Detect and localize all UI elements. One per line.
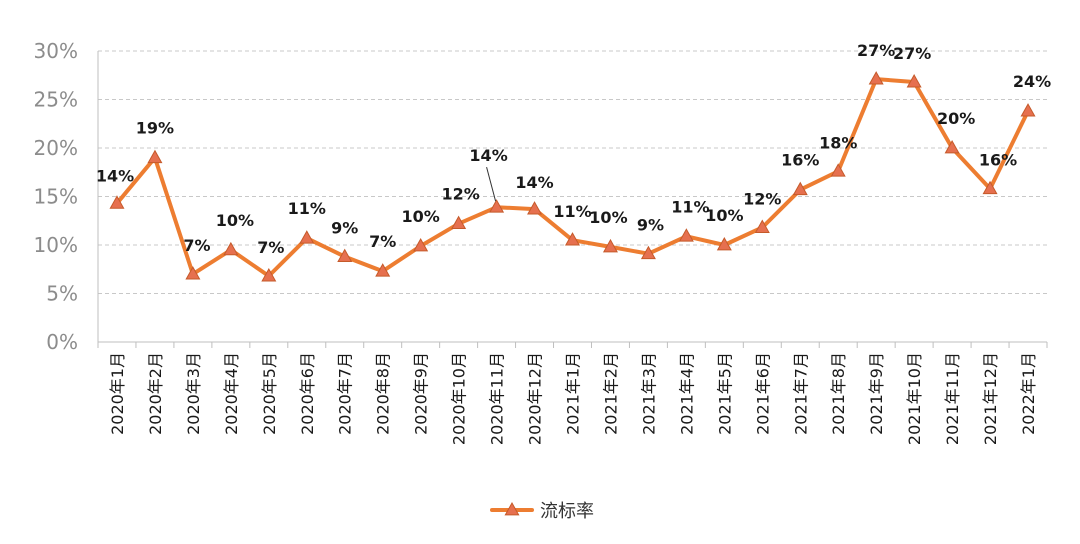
- legend-marker: [504, 501, 520, 516]
- data-label: 12%: [441, 185, 479, 204]
- data-point: [337, 248, 353, 263]
- x-tick-label: 2021年3月: [639, 352, 658, 435]
- data-label: 12%: [743, 190, 781, 209]
- data-point: [375, 263, 391, 277]
- data-label: 24%: [1013, 72, 1051, 91]
- data-point: [451, 215, 467, 230]
- data-point: [261, 268, 277, 282]
- data-label: 11%: [671, 197, 709, 216]
- x-tick-label: 2020年6月: [298, 352, 317, 435]
- data-label: 16%: [781, 151, 819, 170]
- data-label: 27%: [857, 41, 895, 60]
- data-point: [716, 236, 732, 251]
- x-tick-label: 2020年9月: [412, 352, 431, 435]
- data-point: [223, 241, 239, 256]
- x-tick-label: 2020年5月: [260, 352, 279, 435]
- x-tick-label: 2021年6月: [753, 352, 772, 435]
- x-tick-label: 2021年4月: [677, 352, 696, 435]
- y-tick-label: 25%: [34, 88, 78, 112]
- data-label: 10%: [705, 206, 743, 225]
- x-tick-label: 2021年5月: [715, 352, 734, 435]
- data-label-layer: 14%19%7%10%7%11%9%7%10%12%14%14%11%10% 9%…: [96, 41, 1051, 257]
- data-label: 10%: [402, 207, 440, 226]
- data-label: 7%: [257, 238, 284, 257]
- data-point: [489, 199, 505, 213]
- data-point: [527, 201, 543, 215]
- x-tick-label: 2021年9月: [867, 352, 886, 435]
- x-tick-label: 2021年12月: [981, 352, 1000, 445]
- data-point: [564, 232, 581, 246]
- x-tick-label: 2020年1月: [108, 352, 127, 435]
- data-label: 14%: [469, 146, 507, 165]
- x-tick-label: 2020年10月: [450, 352, 469, 445]
- data-label: 27%: [893, 44, 931, 63]
- data-point: [830, 163, 846, 177]
- y-tick-label: 15%: [34, 185, 78, 209]
- x-tick-label: 2021年2月: [601, 352, 620, 435]
- y-tick-label: 0%: [46, 330, 78, 354]
- data-point: [147, 149, 163, 164]
- x-tick-label: 2020年4月: [222, 352, 241, 435]
- data-point: [944, 139, 960, 154]
- data-point: [602, 238, 618, 253]
- data-label: 18%: [819, 133, 857, 152]
- series-layer: [109, 71, 1036, 282]
- data-label: 19%: [136, 119, 174, 138]
- x-tick-label: 2021年1月: [564, 352, 583, 435]
- data-label: 11%: [553, 202, 591, 221]
- data-label: 9%: [637, 216, 664, 235]
- data-point: [299, 230, 315, 244]
- data-point: [754, 219, 770, 233]
- x-tick-label: 2020年12月: [526, 352, 545, 445]
- data-label: 7%: [183, 236, 210, 255]
- data-label: 10%: [589, 208, 627, 227]
- y-tick-label: 10%: [34, 233, 78, 257]
- legend: 流标率: [490, 501, 594, 522]
- x-tick-label: 2022年1月: [1019, 352, 1038, 435]
- x-tick-label: 2021年10月: [905, 352, 924, 445]
- data-label: 9%: [331, 219, 358, 238]
- y-tick-label: 30%: [34, 39, 78, 63]
- data-label: 16%: [979, 151, 1017, 170]
- series-line-流标率: [115, 77, 1030, 278]
- data-label: 14%: [96, 166, 134, 185]
- x-tick-label: 2020年7月: [336, 352, 355, 435]
- data-point: [792, 181, 808, 196]
- data-point: [413, 237, 429, 252]
- x-tick-label: 2021年7月: [791, 352, 810, 435]
- data-label: 7%: [369, 232, 396, 251]
- data-point: [678, 228, 694, 242]
- x-tick-label: 2020年11月: [488, 352, 507, 445]
- x-tick-label: 2021年8月: [829, 352, 848, 435]
- data-label: 20%: [937, 109, 975, 128]
- x-tick-label: 2021年11月: [943, 352, 962, 445]
- data-point: [640, 245, 656, 260]
- axis-layer: 0% 5% 10% 15% 20% 25% 30% 2020年1月 2020年2月 2020年3月…: [34, 39, 1048, 445]
- legend-label: 流标率: [540, 501, 594, 522]
- data-point: [1020, 103, 1036, 117]
- data-point: [982, 180, 998, 195]
- data-point: [868, 71, 884, 85]
- data-label: 10%: [216, 211, 254, 230]
- data-label: 11%: [288, 199, 326, 218]
- data-point: [906, 74, 922, 88]
- label-leader-line: [486, 167, 497, 202]
- data-label: 14%: [515, 173, 553, 192]
- x-tick-label: 2020年8月: [374, 352, 393, 435]
- data-point: [185, 266, 201, 280]
- data-point: [109, 195, 125, 209]
- x-tick-label: 2020年3月: [184, 352, 203, 435]
- x-tick-label: 2020年2月: [146, 352, 165, 435]
- y-tick-label: 20%: [34, 136, 78, 160]
- y-tick-label: 5%: [46, 282, 78, 306]
